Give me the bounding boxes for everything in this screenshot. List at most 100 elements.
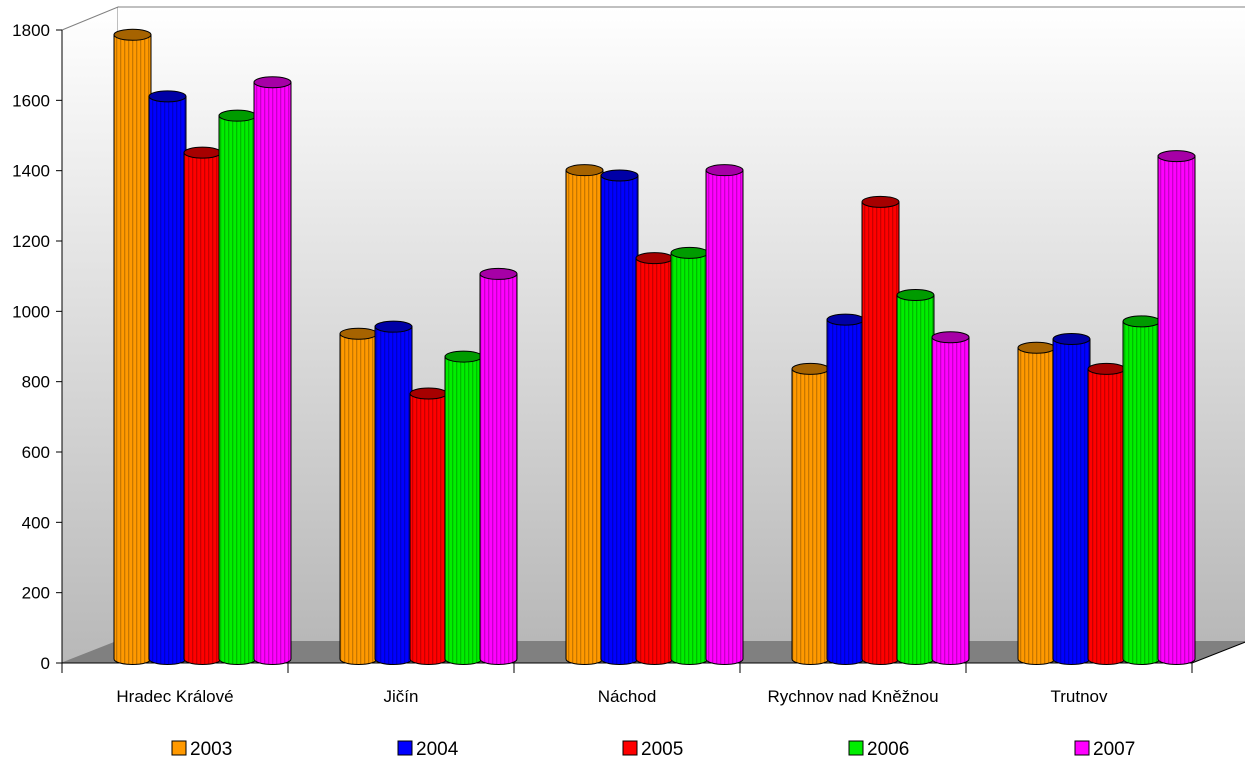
- bar: [1122, 315, 1161, 665]
- bar: [444, 350, 483, 665]
- bar-top: [705, 164, 744, 177]
- bar-top: [409, 387, 448, 400]
- chart-bars: [113, 28, 1196, 665]
- bar-top: [670, 246, 709, 259]
- bar-shading: [1123, 321, 1160, 665]
- bar-shading: [149, 96, 186, 665]
- bar-shading: [671, 252, 708, 665]
- bar: [183, 146, 222, 665]
- bar: [826, 313, 865, 665]
- x-tick-label: Jičín: [384, 687, 419, 706]
- y-tick-label: 1600: [12, 91, 50, 110]
- bar-top: [1052, 332, 1091, 345]
- legend-item: 2005: [622, 739, 683, 760]
- bar-shading: [1158, 156, 1195, 665]
- bar: [1087, 362, 1126, 665]
- bar-shading: [862, 201, 899, 665]
- bar: [374, 320, 413, 665]
- legend-swatch: [397, 740, 413, 756]
- chart-labels: 0 200 400 600 800 1000 1200 1400 1600 1800 Hradec …: [12, 21, 1108, 706]
- bar: [409, 387, 448, 665]
- side-wall: [61, 6, 119, 664]
- y-tick-label: 200: [22, 584, 50, 603]
- y-tick-label: 1800: [12, 21, 50, 40]
- legend-swatch: [1074, 740, 1090, 756]
- bar-top: [148, 90, 187, 103]
- legend-item: 2003: [171, 739, 232, 760]
- bar: [148, 90, 187, 665]
- bar-shading: [636, 258, 673, 665]
- bar-shading: [410, 393, 447, 665]
- bar-shading: [184, 152, 221, 665]
- chart-legend: 2003 2004 2005 2006 2007: [171, 739, 1135, 760]
- bar-shading: [1053, 338, 1090, 665]
- y-tick-label: 1200: [12, 232, 50, 251]
- bar-shading: [897, 295, 934, 665]
- legend-label: 2005: [641, 739, 683, 760]
- bar-top: [931, 331, 970, 344]
- x-tick-label: Hradec Králové: [116, 687, 233, 706]
- legend-item: 2004: [397, 739, 459, 760]
- bar: [931, 331, 970, 665]
- bar-top: [1087, 362, 1126, 375]
- bar: [218, 109, 257, 665]
- bar-top: [1017, 341, 1056, 354]
- bar-top: [218, 109, 257, 122]
- bar-shading: [601, 175, 638, 665]
- x-tick-label: Rychnov nad Kněžnou: [767, 687, 938, 706]
- legend-swatch: [171, 740, 187, 756]
- bar-top: [791, 362, 830, 375]
- bar-shading: [254, 82, 291, 665]
- bar-shading: [792, 368, 829, 665]
- bar: [861, 195, 900, 665]
- bar: [1017, 341, 1056, 665]
- bar-top: [635, 252, 674, 265]
- y-tick-label: 1400: [12, 162, 50, 181]
- y-tick-label: 600: [22, 443, 50, 462]
- bar-top: [183, 146, 222, 159]
- bar-top: [374, 320, 413, 333]
- bar: [1157, 150, 1196, 665]
- bar-top: [444, 350, 483, 363]
- bar-top: [479, 267, 518, 280]
- bar-top: [113, 28, 152, 41]
- bar: [635, 252, 674, 665]
- bar: [113, 28, 152, 665]
- x-tick-label: Náchod: [598, 687, 657, 706]
- bar-shading: [375, 326, 413, 665]
- bar-top: [565, 164, 604, 177]
- bar: [791, 362, 830, 665]
- bar-top: [600, 169, 639, 182]
- bar: [896, 289, 935, 665]
- bar-shading: [219, 115, 256, 665]
- floor-edge-line: [1191, 641, 1245, 664]
- bar-top: [861, 195, 900, 208]
- bar-top: [826, 313, 865, 326]
- bar-top: [1122, 315, 1161, 328]
- bar-top: [1157, 150, 1196, 163]
- bar-shading: [932, 337, 969, 665]
- legend-item: 2007: [1074, 739, 1135, 760]
- y-tick-label: 1000: [12, 302, 50, 321]
- bar-top: [896, 289, 935, 302]
- legend-label: 2006: [867, 739, 909, 760]
- bar-shading: [445, 356, 482, 665]
- bar-shading: [480, 273, 517, 665]
- bar-shading: [114, 34, 152, 665]
- y-tick-label: 0: [41, 654, 50, 673]
- bar: [1052, 332, 1091, 665]
- legend-label: 2003: [190, 739, 232, 760]
- y-tick-label: 400: [22, 513, 50, 532]
- bar-shading: [827, 319, 864, 665]
- bar-shading: [566, 170, 604, 665]
- legend-swatch: [848, 740, 864, 756]
- bar: [565, 164, 604, 665]
- bar: [339, 327, 378, 665]
- bar-shading: [340, 333, 377, 665]
- bar: [479, 267, 518, 665]
- bar-top: [339, 327, 378, 340]
- bar: [253, 76, 292, 665]
- bar: [705, 164, 744, 665]
